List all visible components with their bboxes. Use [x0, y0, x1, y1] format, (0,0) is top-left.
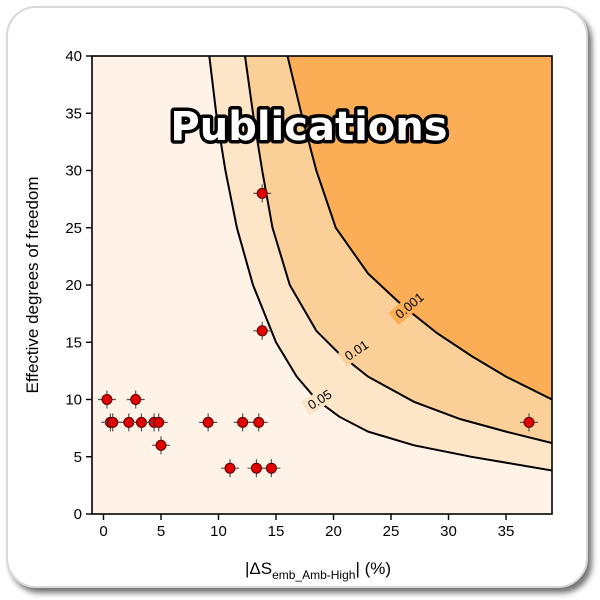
- plot-area: [92, 56, 552, 514]
- x-axis-title-subscript: emb_Amb-High: [272, 568, 355, 582]
- data-point: [253, 321, 272, 340]
- data-point: [247, 459, 266, 478]
- y-tick-label: 20: [65, 277, 82, 294]
- data-point: [221, 459, 239, 478]
- x-tick-label: 30: [440, 523, 457, 540]
- x-axis-title-suffix: | (%): [355, 559, 391, 578]
- y-tick-label: 25: [65, 220, 82, 237]
- data-point: [520, 413, 538, 432]
- contour-region-2: [287, 56, 552, 400]
- y-tick-label: 15: [65, 334, 82, 351]
- y-tick-label: 10: [65, 392, 82, 409]
- data-point: [262, 459, 281, 478]
- axes: 0 5 10 15 20 25 30 35 0 5 10 15 20 25 30 35 40: [65, 48, 553, 540]
- y-tick-label: 0: [74, 506, 82, 523]
- x-tick-label: 20: [325, 523, 342, 540]
- x-tick-label: 35: [498, 523, 515, 540]
- y-tick-label: 35: [65, 105, 82, 122]
- x-tick-label: 5: [157, 523, 165, 540]
- badge-text: Publications: [170, 104, 447, 150]
- y-tick-label: 5: [74, 449, 82, 466]
- data-point: [149, 413, 168, 432]
- x-axis-title-main: |ΔS: [245, 559, 272, 578]
- data-point: [132, 413, 151, 432]
- data-point: [199, 413, 218, 432]
- x-tick-label: 15: [268, 523, 285, 540]
- y-tick-label: 40: [65, 48, 82, 65]
- contour-line-0: [208, 56, 552, 472]
- x-tick-label: 25: [383, 523, 400, 540]
- publications-badge: Publications Publications: [167, 101, 451, 154]
- y-axis-title: Effective degrees of freedom: [23, 176, 42, 393]
- badge-outline: Publications: [170, 104, 447, 150]
- data-points: [97, 184, 538, 478]
- data-point: [152, 436, 170, 455]
- x-tick-label: 0: [99, 523, 107, 540]
- contour-line-2: [286, 56, 552, 401]
- data-point: [233, 413, 252, 432]
- x-axis-title: |ΔSemb_Amb-High| (%): [245, 559, 391, 582]
- y-tick-label: 30: [65, 163, 82, 180]
- data-point: [126, 390, 145, 409]
- data-point: [97, 390, 116, 409]
- data-point: [103, 413, 122, 432]
- data-point: [249, 413, 268, 432]
- data-point: [253, 184, 272, 203]
- x-tick-label: 10: [210, 523, 227, 540]
- contour-line-1: [244, 56, 552, 444]
